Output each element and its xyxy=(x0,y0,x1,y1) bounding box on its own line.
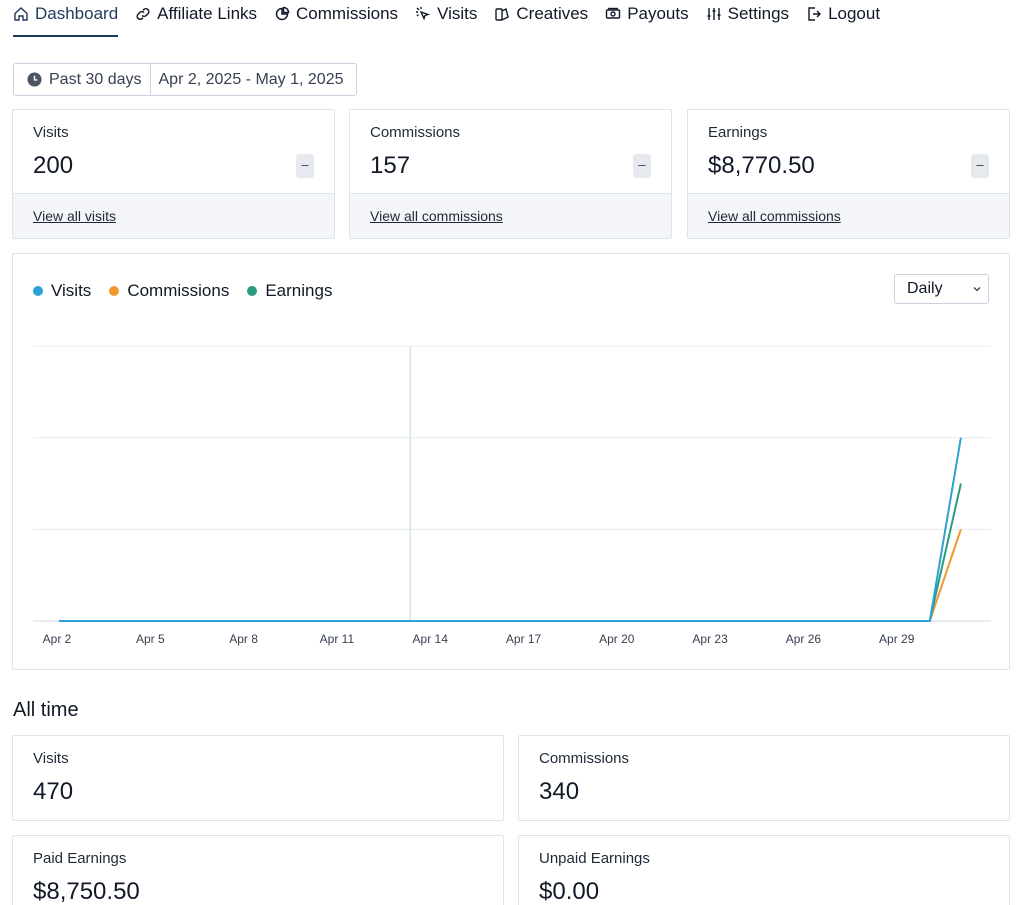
x-tick-label: Apr 5 xyxy=(136,632,165,646)
link-icon xyxy=(135,6,151,22)
x-tick-label: Apr 17 xyxy=(506,632,542,646)
stat-label: Earnings xyxy=(708,124,768,141)
nav-affiliate-links[interactable]: Affiliate Links xyxy=(135,0,257,28)
chart-legend: Visits Commissions Earnings xyxy=(33,281,350,301)
x-tick-label: Apr 20 xyxy=(599,632,635,646)
stat-delta-badge: – xyxy=(633,154,651,178)
all-time-title: All time xyxy=(13,699,79,721)
nav-payouts[interactable]: Payouts xyxy=(605,0,689,28)
nav-creatives[interactable]: Creatives xyxy=(494,0,588,28)
x-tick-label: Apr 11 xyxy=(320,632,355,646)
stat-value: $8,750.50 xyxy=(33,878,140,905)
view-all-commissions-link[interactable]: View all commissions xyxy=(370,208,503,224)
chevron-down-icon xyxy=(973,287,981,292)
stat-value: 157 xyxy=(370,152,411,179)
cursor-click-icon xyxy=(415,6,431,22)
nav-settings[interactable]: Settings xyxy=(706,0,789,28)
nav-visits[interactable]: Visits xyxy=(415,0,477,28)
stat-label: Visits xyxy=(33,750,69,767)
stat-label: Unpaid Earnings xyxy=(539,850,650,867)
stat-label: Paid Earnings xyxy=(33,850,127,867)
legend-label: Commissions xyxy=(127,281,230,300)
nav-logout[interactable]: Logout xyxy=(806,0,880,28)
sliders-icon xyxy=(706,6,722,22)
x-tick-label: Apr 14 xyxy=(413,632,449,646)
view-all-visits-link[interactable]: View all visits xyxy=(33,208,116,224)
x-tick-label: Apr 23 xyxy=(692,632,728,646)
stat-value: $8,770.50 xyxy=(708,152,815,179)
stat-card-footer: View all visits xyxy=(13,193,334,238)
stat-card-visits: Visits 200 – View all visits xyxy=(12,109,335,239)
stat-delta-badge: – xyxy=(296,154,314,178)
interval-select[interactable]: Daily xyxy=(894,274,989,304)
date-preset-button[interactable]: Past 30 days xyxy=(14,64,151,95)
nav-label: Settings xyxy=(727,4,790,23)
date-range-label: Apr 2, 2025 - May 1, 2025 xyxy=(158,70,344,88)
all-time-paid-earnings-card: Paid Earnings $8,750.50 xyxy=(12,835,504,905)
all-time-commissions-card: Commissions 340 xyxy=(518,735,1010,821)
stat-card-commissions: Commissions 157 – View all commissions xyxy=(349,109,672,239)
stat-label: Commissions xyxy=(370,124,461,141)
x-tick-label: Apr 2 xyxy=(43,632,72,646)
stat-delta-badge: – xyxy=(971,154,989,178)
nav-label: Commissions xyxy=(296,4,399,23)
legend-label: Visits xyxy=(51,281,92,300)
all-time-visits-card: Visits 470 xyxy=(12,735,504,821)
stat-card-footer: View all commissions xyxy=(350,193,671,238)
date-preset-label: Past 30 days xyxy=(49,70,142,88)
legend-dot xyxy=(247,286,258,296)
series-line-commissions xyxy=(59,529,962,622)
nav-label: Visits xyxy=(437,4,478,23)
stat-label: Visits xyxy=(33,124,69,141)
nav-label: Logout xyxy=(828,4,881,23)
stat-value: $0.00 xyxy=(539,878,600,905)
stat-card-earnings: Earnings $8,770.50 – View all commission… xyxy=(687,109,1010,239)
legend-item-visits[interactable]: Visits xyxy=(33,281,91,301)
nav-label: Dashboard xyxy=(35,4,119,23)
pie-chart-icon xyxy=(274,6,290,22)
x-tick-label: Apr 26 xyxy=(786,632,822,646)
line-chart: Apr 2 Apr 5 Apr 8 Apr 11 Apr 14 Apr 17 Apr 20 A… xyxy=(33,345,991,646)
stat-value: 200 xyxy=(33,152,74,179)
nav-label: Creatives xyxy=(516,4,589,23)
cash-icon xyxy=(605,6,621,22)
series-line-visits xyxy=(59,437,962,622)
stat-card-footer: View all commissions xyxy=(688,193,1009,238)
x-tick-label: Apr 8 xyxy=(229,632,258,646)
legend-item-commissions[interactable]: Commissions xyxy=(109,281,229,301)
legend-label: Earnings xyxy=(265,281,333,300)
legend-item-earnings[interactable]: Earnings xyxy=(247,281,332,301)
legend-dot xyxy=(109,286,120,296)
stat-value: 470 xyxy=(33,778,74,805)
main-nav: Dashboard Affiliate Links Commissions Vi… xyxy=(13,0,897,38)
stat-label: Commissions xyxy=(539,750,630,767)
date-range-picker: Past 30 days Apr 2, 2025 - May 1, 2025 xyxy=(13,63,357,96)
x-tick-label: Apr 29 xyxy=(879,632,915,646)
all-time-unpaid-earnings-card: Unpaid Earnings $0.00 xyxy=(518,835,1010,905)
clock-icon xyxy=(27,72,42,87)
logout-icon xyxy=(806,6,822,22)
nav-commissions[interactable]: Commissions xyxy=(274,0,398,28)
view-all-earnings-link[interactable]: View all commissions xyxy=(708,208,841,224)
interval-select-value: Daily xyxy=(907,280,943,297)
series-line-earnings xyxy=(59,483,962,622)
nav-label: Affiliate Links xyxy=(157,4,258,23)
date-range-button[interactable]: Apr 2, 2025 - May 1, 2025 xyxy=(151,64,356,95)
legend-dot xyxy=(33,286,43,296)
nav-dashboard[interactable]: Dashboard xyxy=(13,0,119,37)
nav-label: Payouts xyxy=(627,4,689,23)
home-icon xyxy=(13,6,29,22)
creatives-icon xyxy=(494,6,510,22)
stat-value: 340 xyxy=(539,778,580,805)
